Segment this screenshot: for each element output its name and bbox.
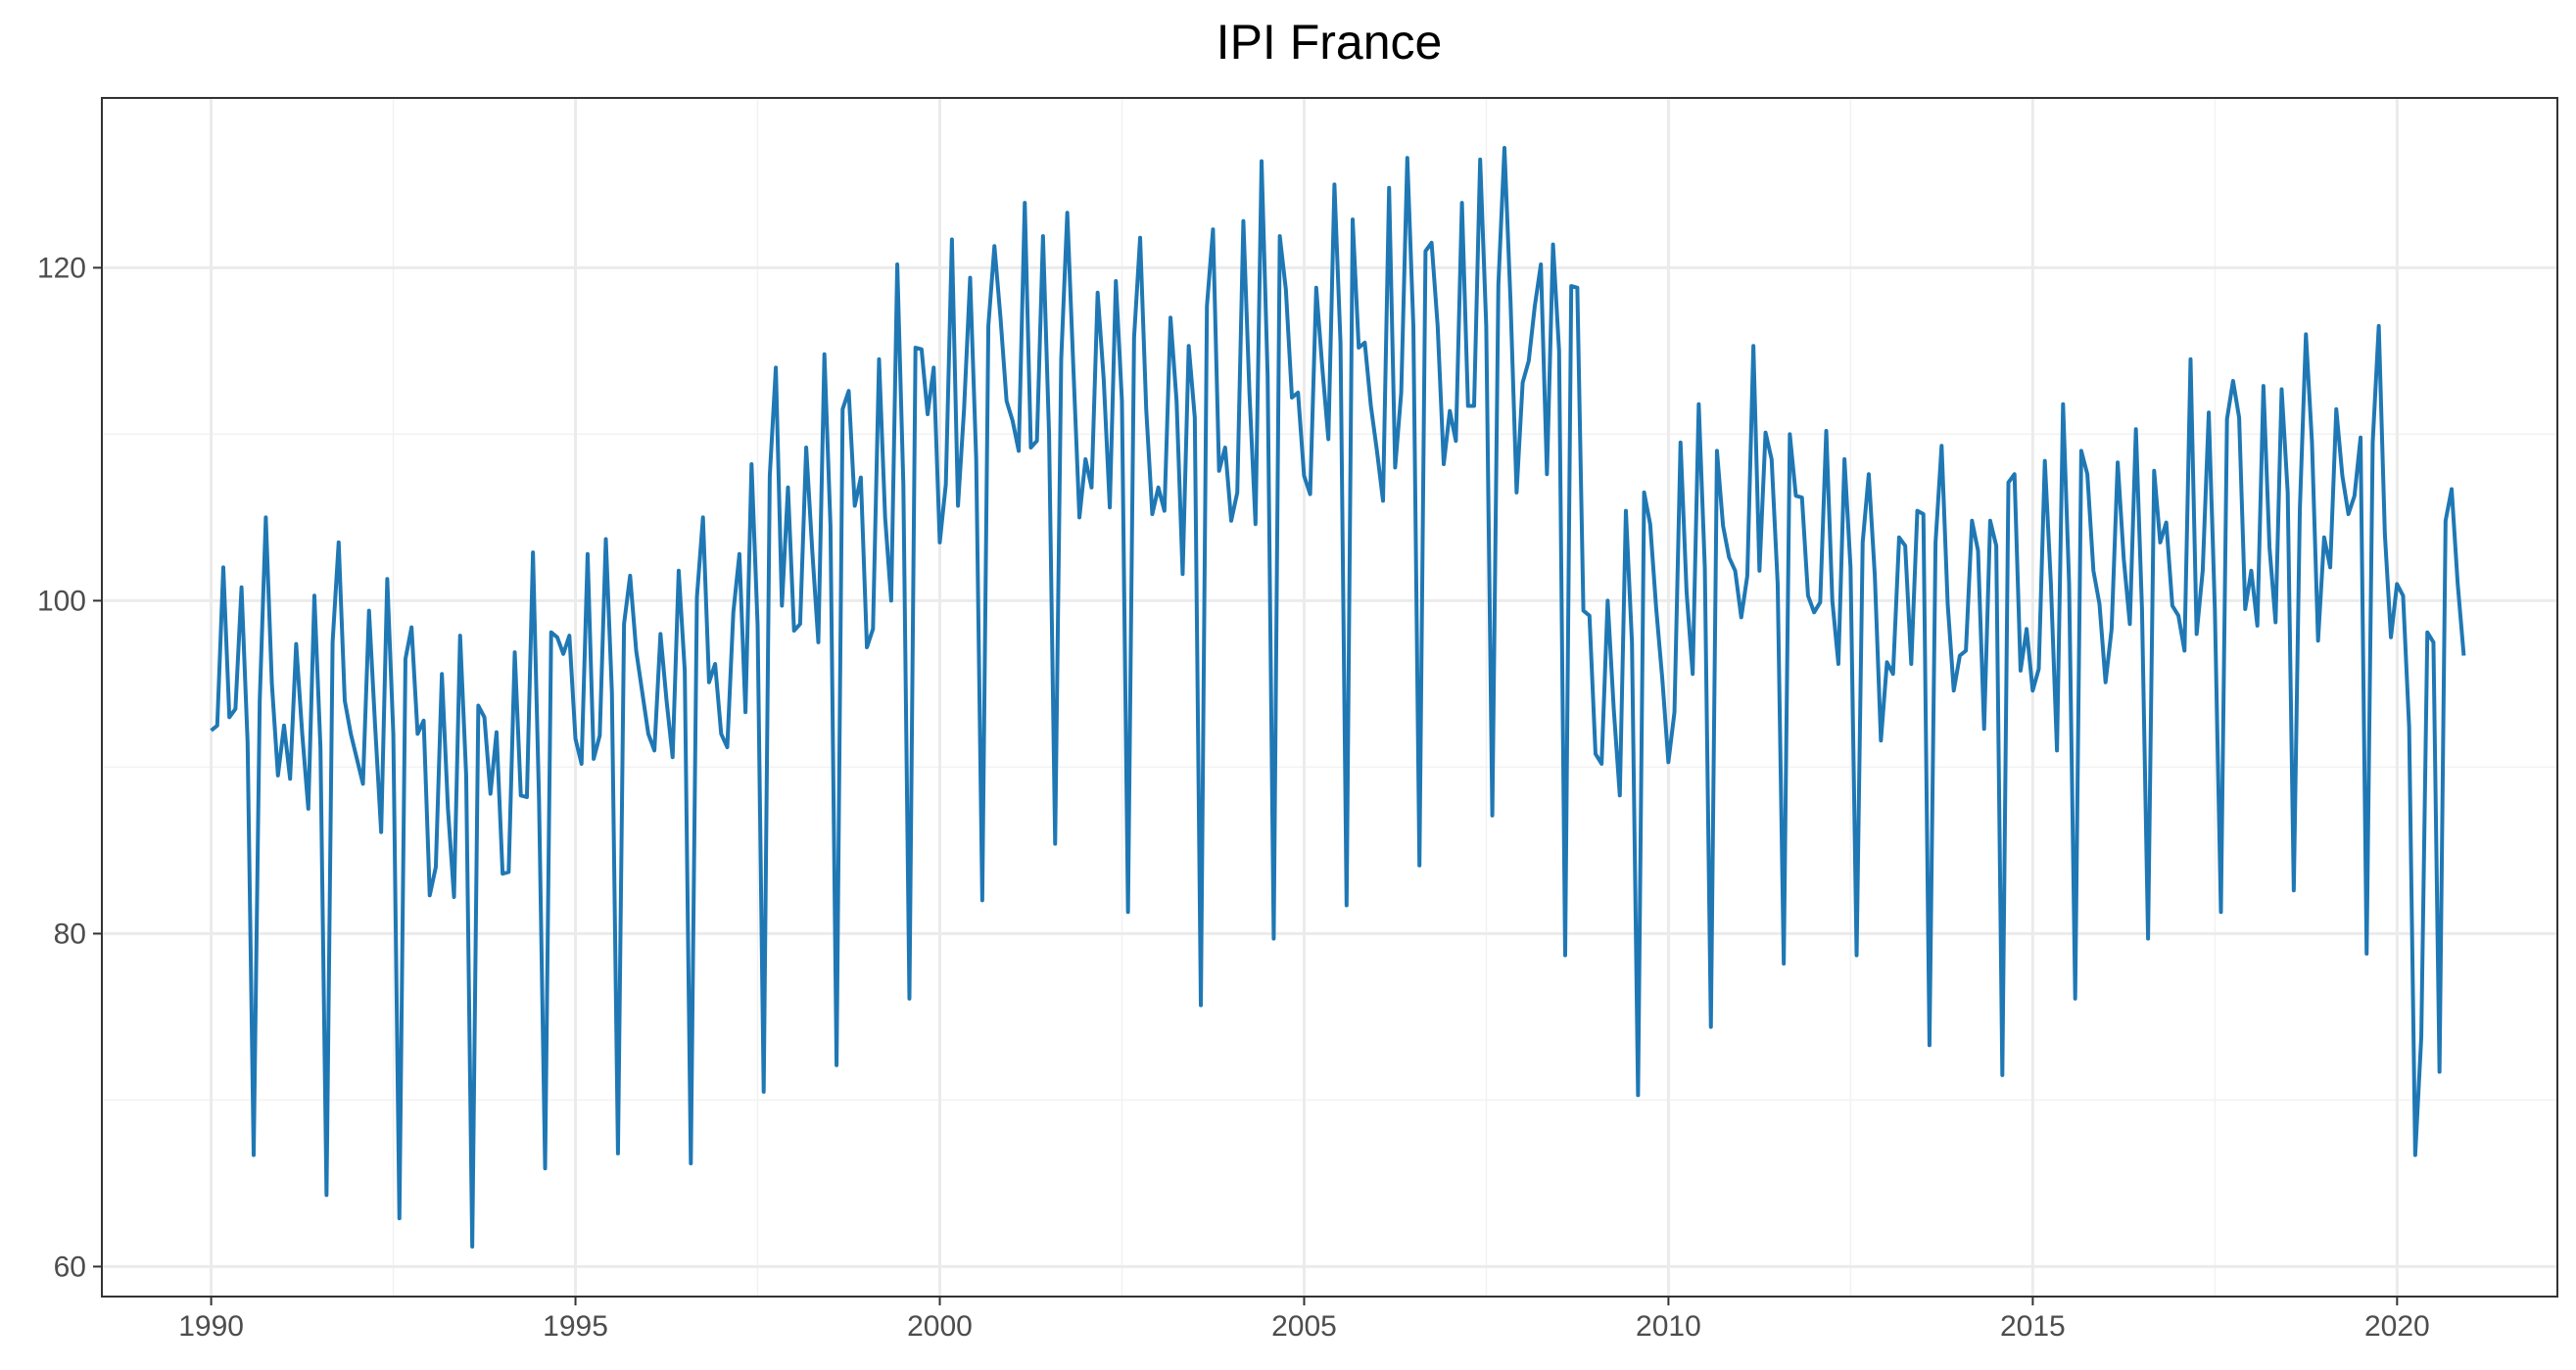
y-axis-tick-labels: 60 80 100 120 bbox=[37, 252, 86, 1283]
x-tick-label: 2015 bbox=[2000, 1310, 2066, 1343]
axis-ticks bbox=[93, 266, 2399, 1305]
plot-border bbox=[101, 97, 2558, 1298]
x-tick-label: 2005 bbox=[1271, 1310, 1337, 1343]
y-tick-label: 80 bbox=[54, 918, 86, 950]
y-tick-label: 60 bbox=[54, 1251, 86, 1283]
x-tick-label: 2010 bbox=[1636, 1310, 1701, 1343]
major-gridlines bbox=[102, 98, 2557, 1297]
plot-panel bbox=[102, 98, 2557, 1297]
x-axis-tick-labels: 1990 1995 2000 2005 2010 2015 2020 bbox=[178, 1310, 2430, 1343]
x-tick-label: 1995 bbox=[543, 1310, 608, 1343]
chart-title: IPI France bbox=[1216, 15, 1443, 70]
y-tick-label: 120 bbox=[37, 252, 86, 284]
x-tick-label: 2000 bbox=[907, 1310, 973, 1343]
y-tick-label: 100 bbox=[37, 585, 86, 617]
x-tick-label: 1990 bbox=[178, 1310, 244, 1343]
ipi-series-line bbox=[210, 146, 2466, 1249]
x-tick-label: 2020 bbox=[2364, 1310, 2430, 1343]
